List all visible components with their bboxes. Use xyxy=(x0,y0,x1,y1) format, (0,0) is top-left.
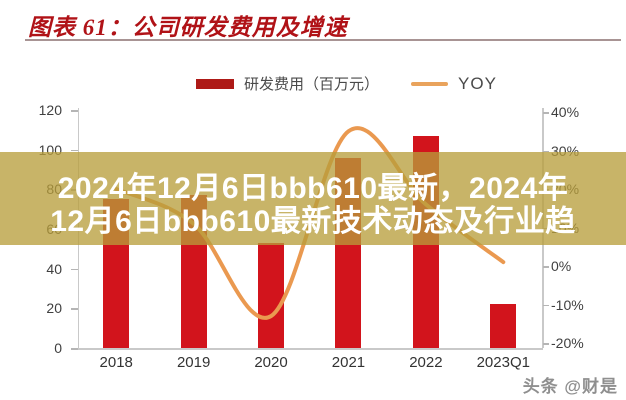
x-axis-line xyxy=(77,348,543,350)
legend-yoy-label: YOY xyxy=(458,73,497,93)
right-axis-tick-label: -10% xyxy=(551,296,584,313)
left-axis-tick-label: 120 xyxy=(38,102,62,118)
x-axis-label-2021: 2021 xyxy=(331,354,366,371)
chart-title: 图表 61：公司研发费用及增速 xyxy=(28,15,348,40)
right-axis-tick-label: 40% xyxy=(551,104,580,120)
promo-overlay-text-line2: 12月6日bbb610最新技术动态及行业趋 xyxy=(50,205,576,238)
legend-bar-label: 研发费用（百万元） xyxy=(244,76,380,93)
title-divider xyxy=(25,39,621,41)
right-axis-tick xyxy=(543,343,549,345)
bar-2023Q1 xyxy=(490,304,517,348)
right-axis-tick xyxy=(543,304,549,306)
bar-2020 xyxy=(258,242,285,348)
x-axis-label-2019: 2019 xyxy=(176,354,211,371)
legend: 研发费用（百万元） YOY xyxy=(196,73,497,94)
legend-bar-swatch-icon xyxy=(196,78,234,89)
left-axis-tick xyxy=(70,110,78,112)
right-axis-tick xyxy=(543,150,549,152)
left-axis-tick xyxy=(70,308,78,310)
watermark-toutiao: 头条 @财是 xyxy=(522,377,618,396)
right-axis-tick-label: 0% xyxy=(551,258,572,274)
left-axis-tick-label: 0 xyxy=(54,340,62,356)
left-axis-tick xyxy=(70,348,78,350)
left-axis-tick xyxy=(70,268,78,271)
x-axis-label-2022: 2022 xyxy=(409,354,443,371)
legend-line-swatch-icon xyxy=(411,81,449,86)
right-axis-tick-label: -20% xyxy=(551,335,584,351)
right-axis-tick xyxy=(543,266,549,268)
left-axis-tick-label: 20 xyxy=(46,300,62,317)
x-axis-label-2023Q1: 2023Q1 xyxy=(476,354,530,371)
left-axis-tick xyxy=(70,149,78,152)
x-axis-label-2020: 2020 xyxy=(254,354,288,371)
x-axis-label-2018: 2018 xyxy=(99,354,133,371)
left-axis-tick-label: 40 xyxy=(46,260,62,277)
right-axis-tick xyxy=(543,112,549,114)
